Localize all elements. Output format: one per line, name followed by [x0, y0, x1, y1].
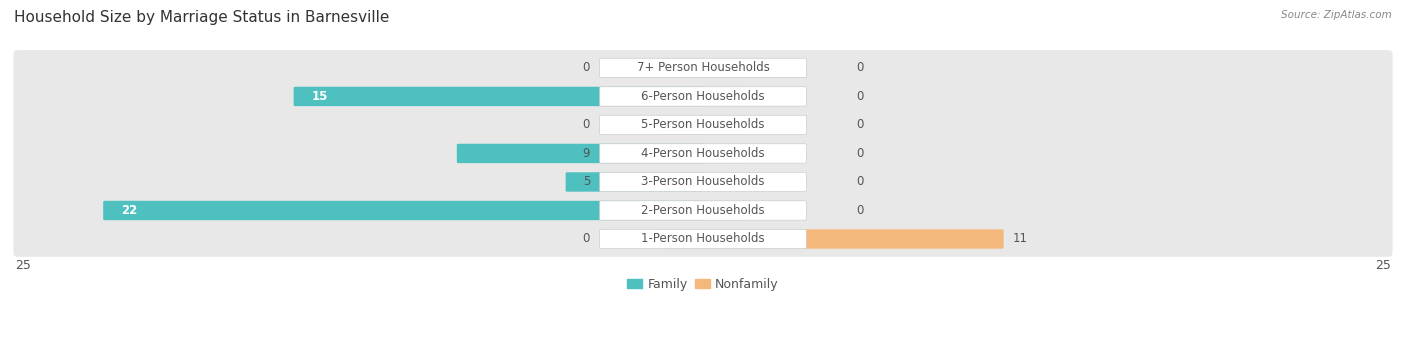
Text: 15: 15 [311, 90, 328, 103]
FancyBboxPatch shape [702, 229, 1004, 249]
FancyBboxPatch shape [103, 201, 704, 220]
Text: 0: 0 [582, 118, 591, 132]
FancyBboxPatch shape [599, 229, 807, 249]
Text: 1-Person Households: 1-Person Households [641, 233, 765, 245]
Text: 22: 22 [121, 204, 138, 217]
FancyBboxPatch shape [702, 58, 745, 78]
FancyBboxPatch shape [599, 144, 807, 163]
FancyBboxPatch shape [661, 58, 704, 78]
Text: 0: 0 [582, 62, 591, 74]
Text: Source: ZipAtlas.com: Source: ZipAtlas.com [1281, 10, 1392, 20]
FancyBboxPatch shape [702, 115, 745, 135]
Text: 0: 0 [856, 90, 865, 103]
Text: 0: 0 [856, 204, 865, 217]
Text: 3-Person Households: 3-Person Households [641, 175, 765, 188]
FancyBboxPatch shape [565, 172, 704, 192]
FancyBboxPatch shape [702, 144, 745, 163]
FancyBboxPatch shape [14, 136, 1392, 171]
Text: 0: 0 [856, 175, 865, 188]
FancyBboxPatch shape [14, 107, 1392, 143]
Text: 7+ Person Households: 7+ Person Households [637, 62, 769, 74]
Legend: Family, Nonfamily: Family, Nonfamily [627, 278, 779, 291]
Text: 0: 0 [856, 147, 865, 160]
FancyBboxPatch shape [14, 164, 1392, 200]
FancyBboxPatch shape [294, 87, 704, 106]
Text: 0: 0 [582, 233, 591, 245]
FancyBboxPatch shape [599, 172, 807, 192]
FancyBboxPatch shape [702, 201, 745, 220]
FancyBboxPatch shape [661, 115, 704, 135]
FancyBboxPatch shape [702, 87, 745, 106]
FancyBboxPatch shape [14, 221, 1392, 257]
Text: 9: 9 [582, 147, 591, 160]
FancyBboxPatch shape [14, 79, 1392, 114]
FancyBboxPatch shape [661, 229, 704, 249]
Text: 0: 0 [856, 118, 865, 132]
FancyBboxPatch shape [702, 172, 745, 192]
Text: 0: 0 [856, 62, 865, 74]
Text: 5-Person Households: 5-Person Households [641, 118, 765, 132]
Text: 11: 11 [1014, 233, 1028, 245]
FancyBboxPatch shape [599, 87, 807, 106]
Text: 6-Person Households: 6-Person Households [641, 90, 765, 103]
FancyBboxPatch shape [599, 115, 807, 135]
FancyBboxPatch shape [599, 201, 807, 220]
Text: 4-Person Households: 4-Person Households [641, 147, 765, 160]
FancyBboxPatch shape [599, 58, 807, 78]
Text: 2-Person Households: 2-Person Households [641, 204, 765, 217]
FancyBboxPatch shape [457, 144, 704, 163]
FancyBboxPatch shape [14, 193, 1392, 228]
FancyBboxPatch shape [14, 50, 1392, 86]
Text: 5: 5 [582, 175, 591, 188]
Text: Household Size by Marriage Status in Barnesville: Household Size by Marriage Status in Bar… [14, 10, 389, 25]
